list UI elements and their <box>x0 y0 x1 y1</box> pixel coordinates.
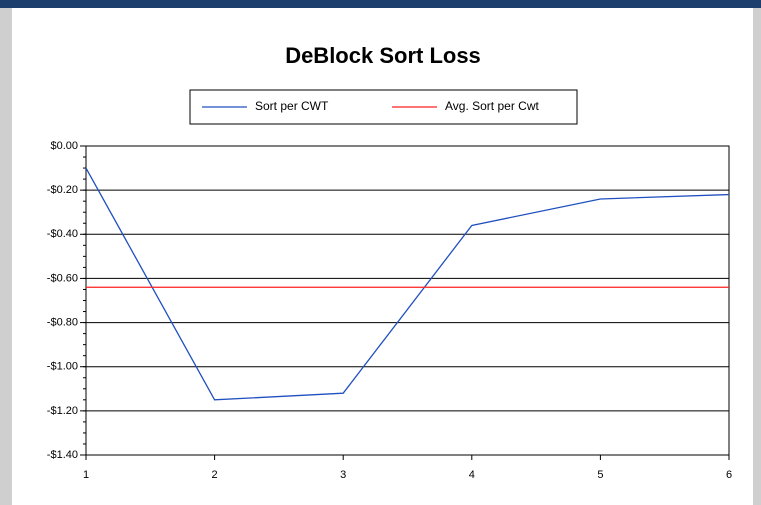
y-tick-label: -$1.40 <box>47 449 78 461</box>
y-tick-label: -$1.00 <box>47 361 78 373</box>
legend-label: Sort per CWT <box>255 99 329 113</box>
y-tick-label: $0.00 <box>50 140 78 152</box>
top-bar <box>0 0 761 8</box>
x-tick-label: 1 <box>83 469 89 481</box>
plot-frame <box>85 145 730 456</box>
x-tick-label: 6 <box>726 469 732 481</box>
y-tick-label: -$0.80 <box>47 316 78 328</box>
legend-box <box>189 89 578 125</box>
y-tick-label: -$1.20 <box>47 405 78 417</box>
series-line <box>85 167 730 401</box>
left-border <box>0 8 12 505</box>
x-tick-label: 3 <box>340 469 346 481</box>
x-tick-label: 5 <box>597 469 603 481</box>
right-border <box>753 8 761 505</box>
y-tick-label: -$0.20 <box>47 184 78 196</box>
legend-label: Avg. Sort per Cwt <box>445 99 539 113</box>
y-tick-label: -$0.60 <box>47 272 78 284</box>
x-tick-label: 2 <box>212 469 218 481</box>
x-tick-label: 4 <box>469 469 475 481</box>
y-tick-label: -$0.40 <box>47 228 78 240</box>
chart-title: DeBlock Sort Loss <box>285 43 481 68</box>
